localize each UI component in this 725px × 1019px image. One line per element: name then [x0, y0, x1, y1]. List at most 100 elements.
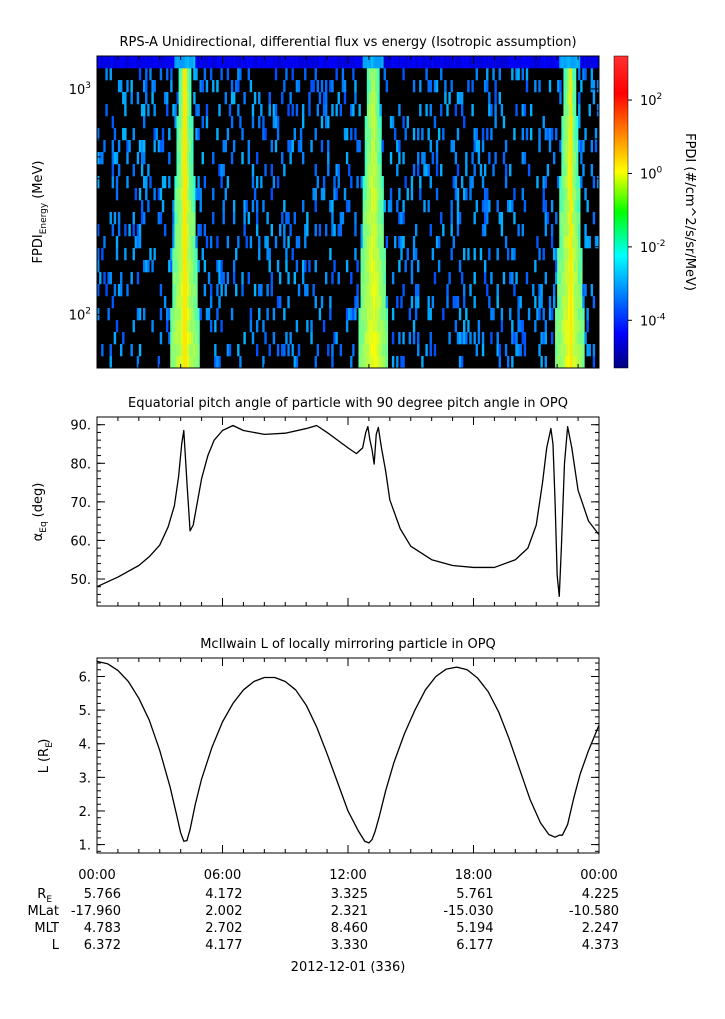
heatmap-cell — [473, 272, 476, 285]
heatmap-cell — [412, 56, 416, 69]
heatmap-cell — [310, 320, 313, 333]
heatmap-cell — [486, 80, 489, 93]
heatmap-cell — [295, 80, 299, 93]
heatmap-cell — [509, 272, 512, 285]
heatmap-cell — [381, 332, 384, 345]
heatmap-cell — [320, 80, 324, 93]
heatmap-cell — [561, 128, 564, 141]
heatmap-cell — [563, 356, 566, 369]
heatmap-cell — [180, 176, 184, 189]
heatmap-cell — [147, 200, 150, 213]
heatmap-cell — [404, 56, 407, 69]
heatmap-cell — [99, 152, 102, 165]
heatmap-cell — [113, 212, 117, 225]
heatmap-cell — [136, 308, 140, 321]
heatmap-cell — [573, 284, 577, 297]
heatmap-cell — [220, 56, 223, 69]
heatmap-cell — [575, 128, 579, 141]
heatmap-cell — [105, 68, 108, 81]
heatmap-cell — [178, 248, 181, 261]
heatmap-cell — [180, 308, 184, 321]
heatmap-cell — [182, 212, 186, 225]
heatmap-cell — [506, 56, 510, 69]
heatmap-cell — [555, 356, 558, 369]
heatmap-cell — [182, 320, 186, 333]
heatmap-cell — [402, 284, 405, 297]
heatmap-cell — [247, 152, 250, 165]
heatmap-cell — [371, 212, 374, 225]
heatmap-cell — [182, 56, 186, 69]
heatmap-cell — [519, 296, 522, 309]
heatmap-cell — [509, 200, 512, 213]
heatmap-cell — [563, 320, 566, 333]
heatmap-cell — [126, 152, 129, 165]
heatmap-cell — [170, 260, 173, 273]
heatmap-cell — [360, 224, 363, 237]
heatmap-cell — [567, 212, 571, 225]
spectrogram-x-ticks — [96, 56, 600, 368]
heatmap-cell — [176, 236, 179, 249]
heatmap-cell — [140, 140, 144, 153]
heatmap-cell — [513, 284, 516, 297]
heatmap-cell — [458, 332, 462, 345]
heatmap-cell — [138, 188, 142, 201]
heatmap-cell — [151, 92, 154, 105]
heatmap-cell — [381, 176, 384, 189]
heatmap-cell — [377, 176, 380, 189]
heatmap-cell — [571, 188, 575, 201]
heatmap-cell — [563, 296, 566, 309]
heatmap-cell — [358, 308, 361, 321]
heatmap-cell — [117, 56, 121, 69]
heatmap-cell — [571, 56, 575, 69]
heatmap-cell — [272, 104, 276, 117]
heatmap-cell — [565, 164, 568, 177]
heatmap-cell — [115, 188, 119, 201]
heatmap-cell — [490, 104, 493, 117]
heatmap-cell — [287, 56, 290, 69]
heatmap-cell — [166, 308, 169, 321]
heatmap-cell — [180, 212, 184, 225]
heatmap-cell — [111, 296, 115, 309]
heatmap-cell — [429, 56, 432, 69]
heatmap-cell — [345, 128, 349, 141]
heatmap-cell — [272, 176, 276, 189]
heatmap-cell — [371, 296, 374, 309]
heatmap-cell — [538, 248, 541, 261]
heatmap-cell — [371, 308, 374, 321]
heatmap-cell — [450, 80, 453, 93]
heatmap-cell — [230, 56, 234, 69]
heatmap-cell — [375, 272, 378, 285]
heatmap-cell — [278, 296, 282, 309]
heatmap-cell — [195, 332, 198, 345]
heatmap-cell — [573, 296, 577, 309]
heatmap-cell — [337, 92, 340, 105]
heatmap-cell — [278, 224, 282, 237]
heatmap-cell — [377, 212, 380, 225]
heatmap-cell — [571, 344, 575, 357]
heatmap-cell — [295, 260, 299, 273]
heatmap-cell — [423, 200, 426, 213]
heatmap-cell — [191, 224, 194, 237]
heatmap-cell — [366, 200, 370, 213]
colorbar-tick-label: 10-2 — [640, 239, 666, 256]
heatmap-cell — [373, 140, 376, 153]
heatmap-cell — [527, 56, 531, 69]
heatmap-cell — [186, 332, 190, 345]
heatmap-cell — [513, 248, 516, 261]
heatmap-cell — [341, 80, 345, 93]
heatmap-cell — [563, 68, 566, 81]
heatmap-cell — [268, 248, 271, 261]
heatmap-cell — [306, 284, 309, 297]
heatmap-cell — [356, 260, 359, 273]
heatmap-cell — [214, 356, 217, 369]
heatmap-cell — [186, 92, 190, 105]
heatmap-cell — [573, 152, 577, 165]
heatmap-cell — [385, 332, 389, 345]
heatmap-cell — [373, 116, 376, 129]
heatmap-cell — [592, 56, 596, 69]
heatmap-cell — [550, 308, 554, 321]
heatmap-cell — [147, 260, 150, 273]
heatmap-cell — [559, 236, 562, 249]
heatmap-cell — [573, 224, 577, 237]
heatmap-cell — [109, 344, 112, 357]
